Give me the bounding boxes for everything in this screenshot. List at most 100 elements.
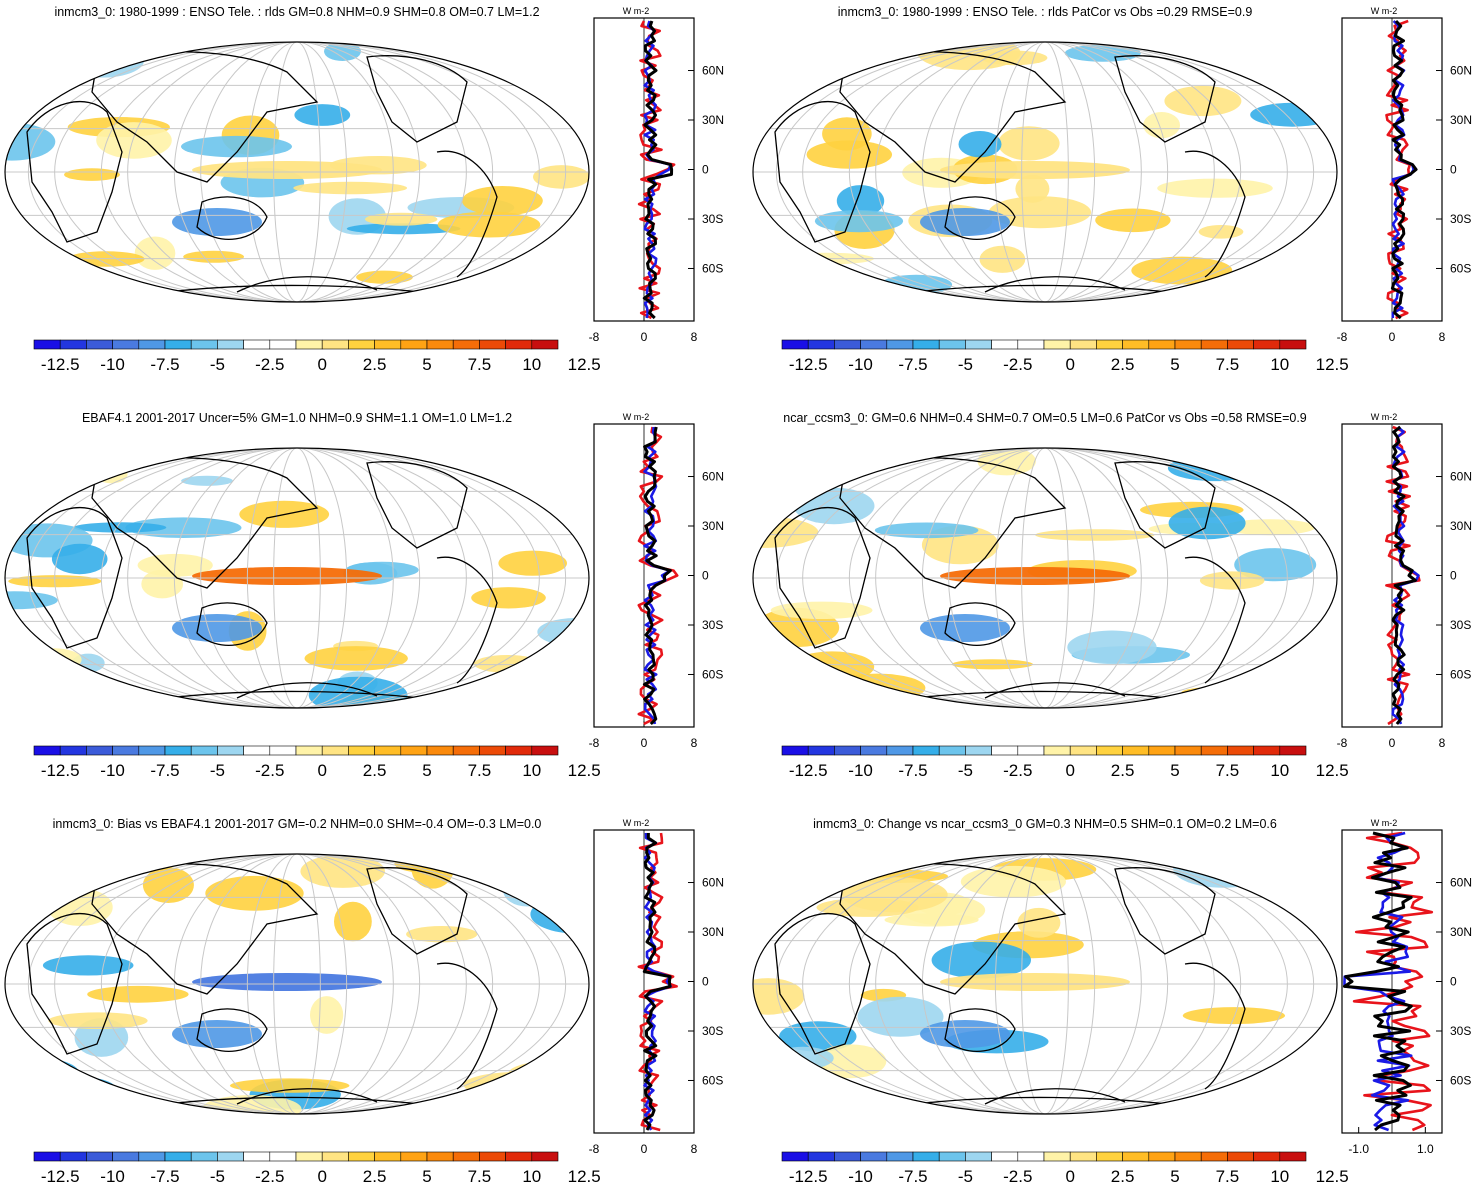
colorbar-tick-label: -10 bbox=[100, 1167, 125, 1186]
coastline bbox=[236, 276, 378, 293]
positive-anomaly bbox=[141, 569, 184, 599]
negative-anomaly bbox=[764, 1070, 829, 1103]
coastline bbox=[236, 682, 378, 699]
colorbar-swatch bbox=[243, 1151, 271, 1162]
zonal-profile: -8 0 8 60N 30N 0 30S 60S W m-2 bbox=[589, 818, 724, 1156]
colorbar-tick-label: -12.5 bbox=[789, 355, 828, 374]
coastline bbox=[196, 1008, 268, 1052]
positive-anomaly bbox=[770, 601, 873, 619]
colorbar-tick-label: 10 bbox=[522, 1167, 541, 1186]
colorbar-tick-label: -2.5 bbox=[255, 355, 284, 374]
profile-lat-label: 60S bbox=[1450, 667, 1471, 681]
negative-anomaly bbox=[73, 522, 167, 533]
positive-anomaly bbox=[1182, 1007, 1285, 1025]
coastline bbox=[26, 100, 123, 243]
colorbar-swatch bbox=[1227, 1151, 1254, 1162]
colorbar-tick-label: 7.5 bbox=[468, 761, 492, 780]
colorbar-swatch bbox=[886, 339, 914, 350]
graticule bbox=[753, 42, 1337, 302]
negative-anomaly bbox=[1067, 630, 1157, 665]
colorbar-swatch bbox=[321, 745, 349, 756]
colorbar-tick-label: -2.5 bbox=[1003, 355, 1032, 374]
colorbar-tick-label: -2.5 bbox=[1003, 761, 1032, 780]
coastline bbox=[366, 867, 468, 955]
positive-anomaly bbox=[462, 186, 543, 216]
map bbox=[752, 447, 1338, 709]
colorbar-tick-label: -5 bbox=[958, 761, 973, 780]
negative-anomaly bbox=[1234, 548, 1317, 582]
positive-anomaly bbox=[11, 857, 42, 887]
equatorial-pacific-anomaly bbox=[192, 567, 382, 585]
negative-anomaly bbox=[753, 1094, 814, 1114]
negative-anomaly bbox=[5, 591, 58, 610]
panel-top-left: inmcm3_0: 1980-1999 : ENSO Tele. : rlds … bbox=[4, 5, 724, 374]
colorbar-swatch bbox=[217, 745, 244, 756]
south-pacific-anomaly bbox=[172, 208, 262, 236]
profile-lat-label: 0 bbox=[702, 975, 709, 989]
map-border bbox=[752, 447, 1338, 709]
colorbar-swatch bbox=[400, 745, 428, 756]
colorbar-swatch bbox=[426, 745, 454, 756]
positive-anomaly bbox=[753, 675, 789, 687]
negative-anomaly bbox=[346, 223, 461, 235]
positive-anomaly bbox=[988, 196, 1092, 229]
colorbar-tick-label: -12.5 bbox=[41, 1167, 80, 1186]
coastline bbox=[984, 682, 1126, 699]
colorbar-tick-label: -5 bbox=[958, 355, 973, 374]
colorbar-swatch bbox=[1043, 745, 1071, 756]
positive-anomaly bbox=[473, 655, 541, 673]
panel-title: inmcm3_0: Bias vs EBAF4.1 2001-2017 GM=-… bbox=[53, 817, 542, 831]
panel-title: inmcm3_0: 1980-1999 : ENSO Tele. : rlds … bbox=[54, 5, 539, 19]
colorbar-swatch bbox=[834, 339, 861, 350]
coastline bbox=[1114, 55, 1216, 143]
negative-anomaly bbox=[181, 475, 233, 486]
positive-anomaly bbox=[753, 854, 858, 876]
south-pacific-anomaly bbox=[920, 208, 1010, 236]
colorbar-tick-label: -10 bbox=[848, 761, 873, 780]
positive-anomaly bbox=[806, 140, 892, 169]
colorbar-swatch bbox=[269, 1151, 297, 1162]
colorbar-swatch bbox=[190, 745, 218, 756]
coastline bbox=[436, 556, 498, 684]
coastline bbox=[774, 506, 871, 649]
colorbar-swatch bbox=[938, 1151, 966, 1162]
colorbar-swatch bbox=[321, 1151, 349, 1162]
profile-lat-label: 60S bbox=[1450, 1073, 1471, 1087]
colorbar-tick-label: 12.5 bbox=[1316, 761, 1349, 780]
negative-anomaly bbox=[549, 878, 589, 902]
colorbar-tick-label: -7.5 bbox=[150, 355, 179, 374]
negative-anomaly bbox=[857, 996, 944, 1037]
colorbar-swatch bbox=[1253, 339, 1281, 350]
colorbar-tick-label: -2.5 bbox=[1003, 1167, 1032, 1186]
positive-anomaly bbox=[1232, 448, 1337, 465]
negative-anomaly bbox=[1168, 506, 1246, 540]
profile-lat-label: 30S bbox=[1450, 1024, 1471, 1038]
panel-bottom-left: inmcm3_0: Bias vs EBAF4.1 2001-2017 GM=-… bbox=[4, 817, 724, 1186]
colorbar-tick-label: 0 bbox=[317, 761, 326, 780]
colorbar-tick-label: 0 bbox=[317, 1167, 326, 1186]
positive-anomaly bbox=[551, 863, 588, 874]
colorbar-swatch bbox=[86, 745, 113, 756]
profile-units: W m-2 bbox=[1371, 818, 1398, 828]
colorbar: -12.5 -10 -7.5 -5 -2.5 0 2.5 5 7.5 10 12.5 bbox=[33, 745, 601, 780]
profile-lat-label: 30S bbox=[702, 212, 723, 226]
colorbar-tick-label: -7.5 bbox=[150, 1167, 179, 1186]
colorbar-swatch bbox=[374, 745, 402, 756]
coastline bbox=[26, 506, 123, 649]
colorbar-tick-label: -7.5 bbox=[898, 761, 927, 780]
map-field bbox=[753, 854, 1337, 1114]
profile-lat-label: 30N bbox=[1450, 519, 1472, 533]
profile-curve-black bbox=[1391, 425, 1417, 725]
colorbar-tick-label: 5 bbox=[422, 761, 431, 780]
profile-lat-label: 30N bbox=[1450, 925, 1472, 939]
map-border bbox=[4, 41, 590, 303]
negative-anomaly bbox=[779, 1021, 857, 1052]
colorbar-tick-label: -2.5 bbox=[255, 761, 284, 780]
profile-curve-red bbox=[637, 832, 678, 1132]
positive-anomaly bbox=[183, 250, 244, 263]
colorbar-swatch bbox=[531, 1151, 559, 1162]
colorbar-swatch bbox=[1174, 745, 1202, 756]
panel-title: EBAF4.1 2001-2017 Uncer=5% GM=1.0 NHM=0.… bbox=[82, 411, 512, 425]
profile-x-tick-label: 8 bbox=[691, 736, 698, 750]
colorbar-swatch bbox=[912, 1151, 940, 1162]
